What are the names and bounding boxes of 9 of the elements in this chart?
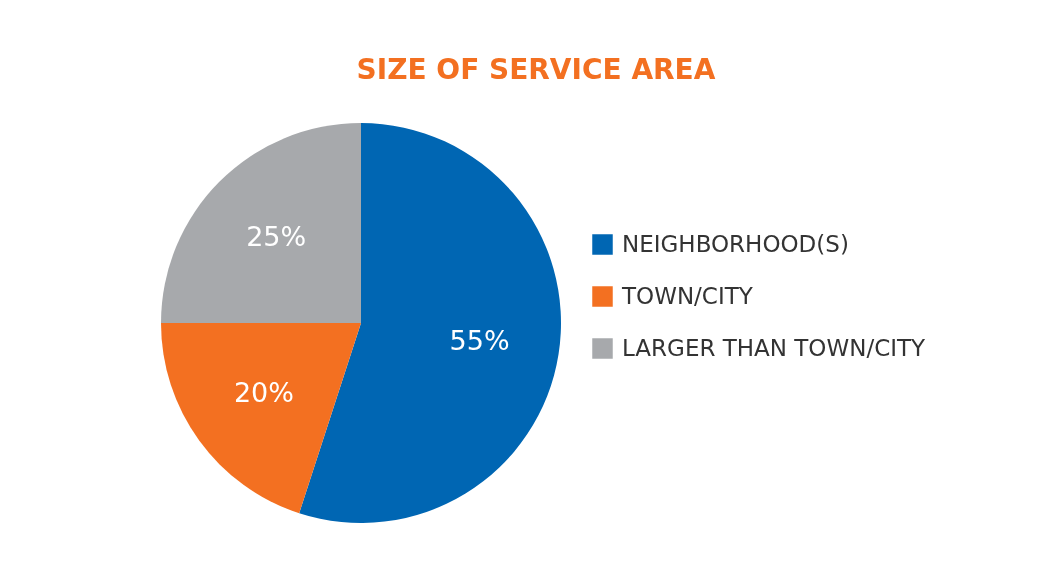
pie-slice [161, 323, 361, 514]
legend-label: TOWN/CITY [621, 282, 754, 309]
legend-label: NEIGHBORHOOD(S) [622, 230, 849, 257]
data-label: 55% [449, 324, 510, 356]
chart-title: SIZE OF SERVICE AREA [356, 53, 716, 86]
legend-label: LARGER THAN TOWN/CITY [622, 334, 927, 361]
data-label: 25% [246, 221, 307, 253]
pie-slice [161, 123, 361, 323]
data-label: 20% [233, 376, 294, 408]
